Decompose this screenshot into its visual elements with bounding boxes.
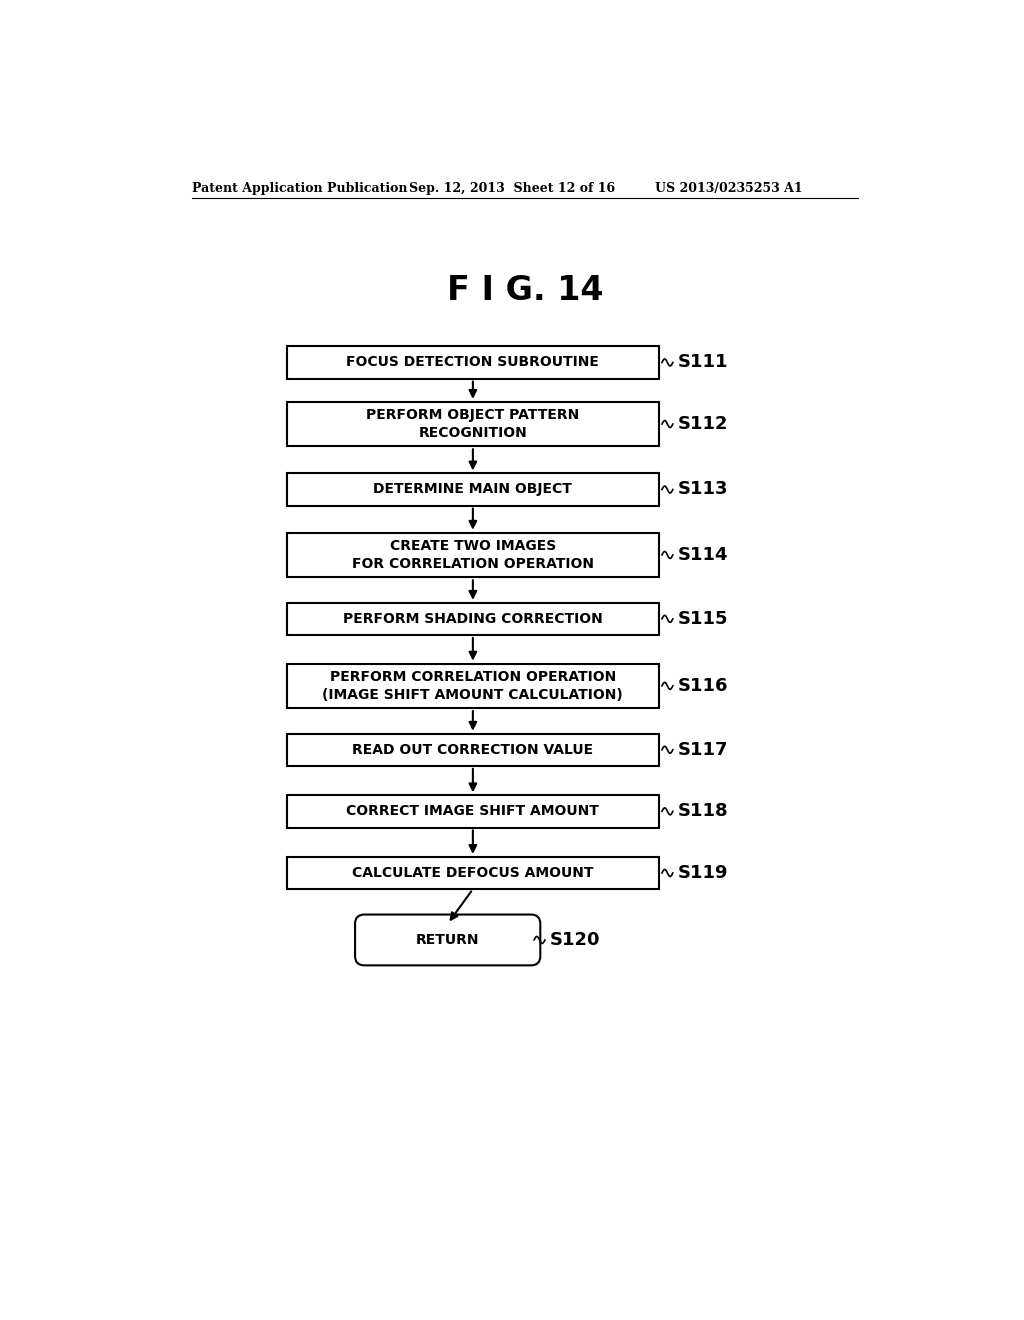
Text: S115: S115 xyxy=(678,610,728,628)
Text: US 2013/0235253 A1: US 2013/0235253 A1 xyxy=(655,182,803,194)
Text: PERFORM SHADING CORRECTION: PERFORM SHADING CORRECTION xyxy=(343,612,603,626)
FancyBboxPatch shape xyxy=(287,857,658,890)
Text: CREATE TWO IMAGES
FOR CORRELATION OPERATION: CREATE TWO IMAGES FOR CORRELATION OPERAT… xyxy=(352,539,594,570)
Text: S116: S116 xyxy=(678,677,728,694)
Text: PERFORM OBJECT PATTERN
RECOGNITION: PERFORM OBJECT PATTERN RECOGNITION xyxy=(367,408,580,440)
Text: S111: S111 xyxy=(678,354,728,371)
Text: S119: S119 xyxy=(678,865,728,882)
Text: S113: S113 xyxy=(678,480,728,499)
FancyBboxPatch shape xyxy=(287,401,658,446)
Text: Patent Application Publication: Patent Application Publication xyxy=(191,182,408,194)
Text: Sep. 12, 2013  Sheet 12 of 16: Sep. 12, 2013 Sheet 12 of 16 xyxy=(409,182,614,194)
Text: CALCULATE DEFOCUS AMOUNT: CALCULATE DEFOCUS AMOUNT xyxy=(352,866,594,880)
FancyBboxPatch shape xyxy=(287,603,658,635)
Text: S118: S118 xyxy=(678,803,728,820)
Text: F I G. 14: F I G. 14 xyxy=(446,275,603,308)
FancyBboxPatch shape xyxy=(287,346,658,379)
Text: S117: S117 xyxy=(678,741,728,759)
Text: PERFORM CORRELATION OPERATION
(IMAGE SHIFT AMOUNT CALCULATION): PERFORM CORRELATION OPERATION (IMAGE SHI… xyxy=(323,671,624,702)
Text: READ OUT CORRECTION VALUE: READ OUT CORRECTION VALUE xyxy=(352,743,594,756)
FancyBboxPatch shape xyxy=(355,915,541,965)
FancyBboxPatch shape xyxy=(287,664,658,708)
FancyBboxPatch shape xyxy=(287,474,658,506)
Text: S112: S112 xyxy=(678,414,728,433)
Text: S120: S120 xyxy=(550,931,600,949)
FancyBboxPatch shape xyxy=(287,533,658,577)
Text: FOCUS DETECTION SUBROUTINE: FOCUS DETECTION SUBROUTINE xyxy=(346,355,599,370)
Text: RETURN: RETURN xyxy=(416,933,479,946)
Text: S114: S114 xyxy=(678,546,728,564)
FancyBboxPatch shape xyxy=(287,734,658,766)
Text: DETERMINE MAIN OBJECT: DETERMINE MAIN OBJECT xyxy=(374,483,572,496)
FancyBboxPatch shape xyxy=(287,795,658,828)
Text: CORRECT IMAGE SHIFT AMOUNT: CORRECT IMAGE SHIFT AMOUNT xyxy=(346,804,599,818)
